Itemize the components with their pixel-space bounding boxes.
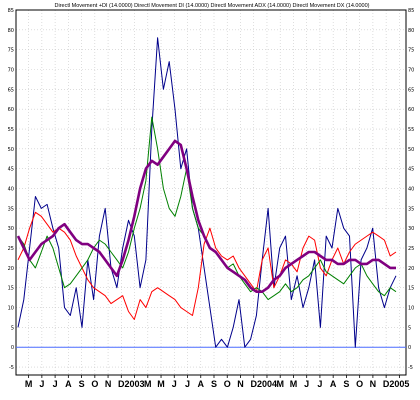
y-tick-label-left: 70 [8,68,14,74]
y-tick-label-right: 70 [408,68,414,74]
series-line-dx [17,37,397,348]
series [16,37,406,348]
x-tick-label: J [172,379,177,389]
x-tick-label: S [79,379,85,389]
y-tick-label-right: 5 [408,325,411,331]
x-tick-label: D [383,379,390,389]
y-tick-label-right: 85 [408,8,414,14]
y-tick-label-right: 55 [408,127,414,133]
x-tick-label: O [91,379,98,389]
x-tick-label: J [304,379,309,389]
y-tick-label-left: 0 [11,345,14,351]
x-tick-label: 2004 [257,379,277,389]
x-tick-label: N [370,379,377,389]
x-tick-label: M [144,379,152,389]
y-tick-label-right: 10 [408,306,414,312]
x-tick-label: J [185,379,190,389]
x-axis: M J J A S O N D 2003 M M J J A S O N D 2004 M M J J A S O N D 2005 [25,375,409,389]
y-tick-label-left: 75 [8,48,14,54]
series-line-adx [16,139,396,294]
x-tick-label: O [356,379,363,389]
x-tick-label: M [276,379,284,389]
y-axis-left: -5 0 5 10 15 20 25 30 35 40 45 50 55 60 65 70 75 80 85 [8,8,14,371]
y-tick-label-left: 15 [8,286,14,292]
y-tick-label-left: 25 [8,246,14,252]
y-tick-label-right: 20 [408,266,414,272]
x-tick-label: J [39,379,44,389]
y-tick-label-right: 80 [408,28,414,34]
y-tick-label-right: 60 [408,107,414,113]
y-axis-right: -5 0 5 10 15 20 25 30 35 40 45 50 55 60 65 70 75 80 85 [408,8,414,371]
plot-frame [15,9,407,376]
y-tick-label-left: 60 [8,107,14,113]
x-tick-label: N [105,379,112,389]
y-tick-label-left: 45 [8,167,14,173]
x-tick-label: 2005 [389,379,409,389]
y-tick-label-left: 30 [8,226,14,232]
y-tick-label-left: 50 [8,147,14,153]
y-tick-label-left: 65 [8,87,14,93]
x-tick-label: N [237,379,244,389]
y-tick-label-right: 65 [408,87,414,93]
y-tick-label-left: 5 [11,325,14,331]
x-tick-label: 2003 [125,379,145,389]
y-tick-label-left: 35 [8,206,14,212]
plot-border [15,9,407,376]
y-tick-label-right: 45 [408,167,414,173]
x-tick-label: J [53,379,58,389]
y-tick-label-right: 0 [408,345,411,351]
x-tick-label: S [211,379,217,389]
series-line-minus-di [17,116,397,301]
grid [16,9,406,375]
y-tick-label-left: 85 [8,8,14,14]
y-tick-label-right: 15 [408,286,414,292]
y-tick-label-right: 75 [408,48,414,54]
y-tick-label-left: -5 [9,365,14,371]
y-tick-label-left: 80 [8,28,14,34]
y-tick-label-right: 35 [408,206,414,212]
y-tick-label-right: 30 [408,226,414,232]
x-tick-label: A [198,379,205,389]
y-tick-label-right: -5 [408,365,413,371]
y-tick-label-right: 50 [408,147,414,153]
series-line-plus-di [17,211,397,320]
x-tick-label: D [118,379,125,389]
y-tick-label-left: 55 [8,127,14,133]
x-tick-label: A [330,379,337,389]
y-tick-label-left: 40 [8,187,14,193]
x-tick-label: M [290,379,298,389]
x-tick-label: J [317,379,322,389]
x-tick-label: M [157,379,165,389]
x-tick-label: A [65,379,72,389]
x-tick-label: O [224,379,231,389]
y-tick-label-right: 25 [408,246,414,252]
x-tick-label: M [25,379,33,389]
y-tick-label-left: 10 [8,306,14,312]
x-tick-label: D [250,379,257,389]
y-tick-label-right: 40 [408,187,414,193]
x-tick-label: S [343,379,349,389]
y-tick-label-left: 20 [8,266,14,272]
chart-title: Directl Movement +DI (14.0000) Directl M… [55,3,370,9]
